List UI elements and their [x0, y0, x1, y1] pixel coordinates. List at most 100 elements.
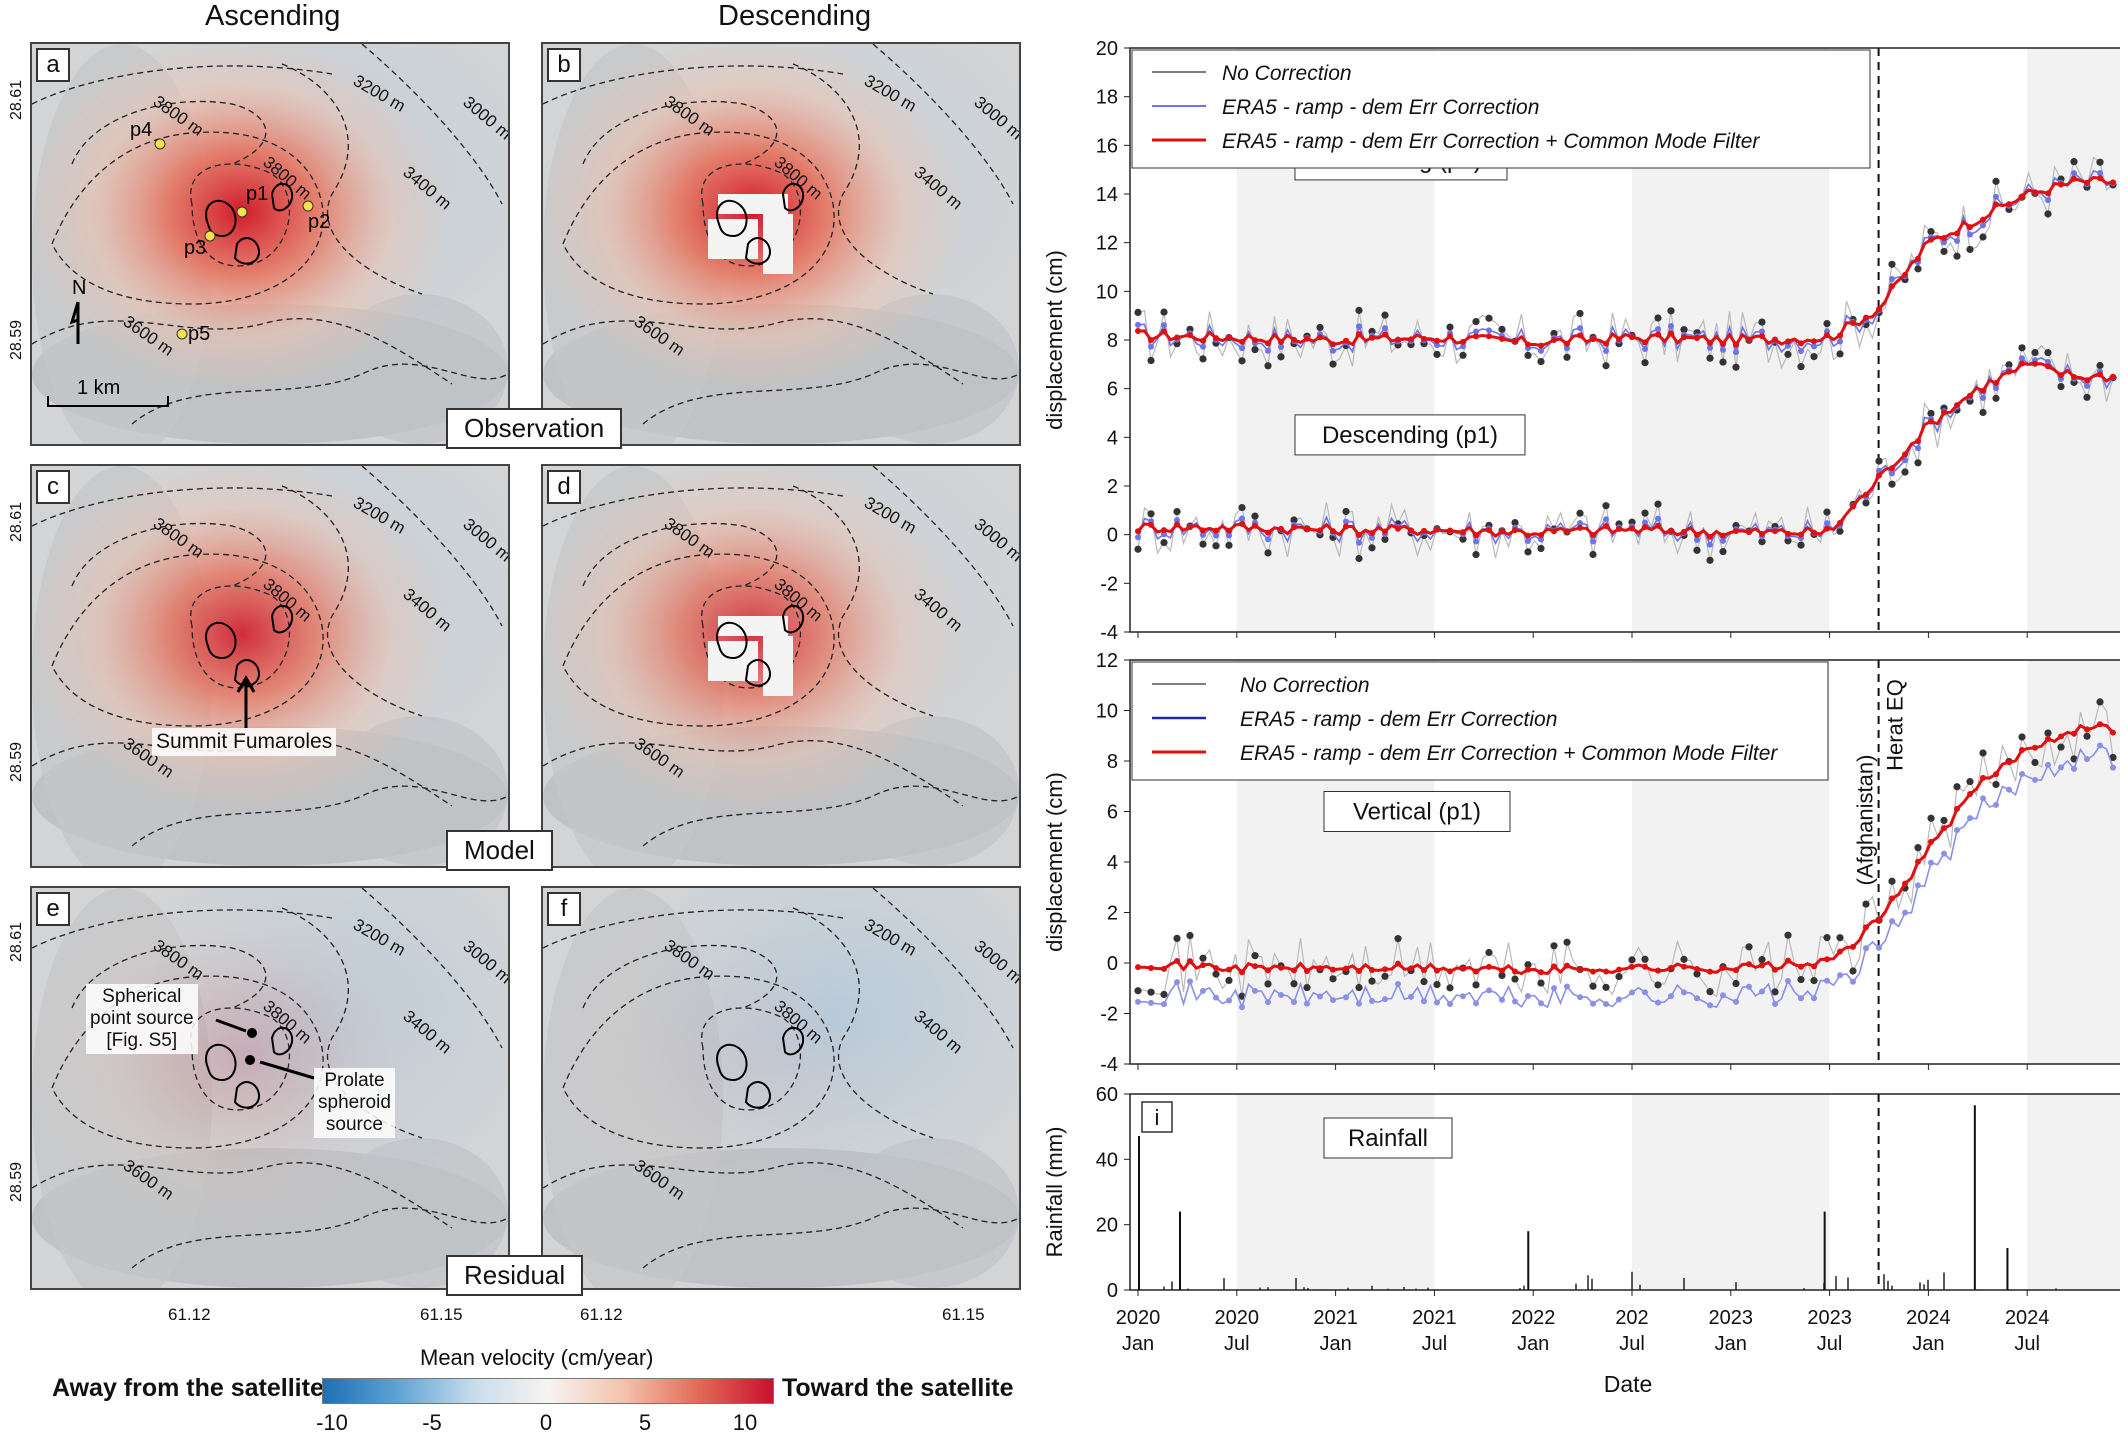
series-era5-point: [1785, 342, 1791, 349]
series-no-correction-point: [1550, 942, 1558, 950]
series-era5-cmf-point: [1187, 958, 1193, 965]
series-no-correction-point: [1940, 816, 1948, 825]
series-no-correction-point: [1979, 408, 1987, 417]
series-no-correction-point: [1498, 325, 1506, 333]
series-no-correction-point: [2083, 393, 2091, 401]
series-era5-cmf-point: [1486, 963, 1492, 970]
series-era5-cmf-point: [1603, 340, 1609, 347]
contour-line: [71, 944, 267, 1009]
series-era5-cmf-point: [1486, 333, 1492, 340]
series-no-correction-point: [1459, 351, 1467, 359]
series-era5-point: [1382, 996, 1388, 1003]
series-era5-point: [1304, 1000, 1310, 1007]
series-era5-cmf-point: [1915, 438, 1921, 445]
series-era5-cmf-point: [1616, 336, 1622, 343]
series-era5-point: [1174, 979, 1180, 986]
series-era5-point: [1330, 997, 1336, 1004]
panel-label-f: f: [547, 892, 581, 926]
series-era5-cmf-point: [1551, 963, 1557, 970]
series-era5-cmf-point: [1694, 531, 1700, 538]
fumarole-outline: [233, 659, 261, 687]
series-no-correction-point: [1251, 345, 1259, 354]
series-era5-cmf-point: [1577, 966, 1583, 973]
series-era5-cmf-point: [1902, 271, 1908, 278]
series-era5-cmf-point: [1564, 340, 1570, 347]
legend-label: No Correction: [1240, 674, 1370, 697]
y-tick-label: 6: [1107, 802, 1118, 824]
series-no-correction-point: [1160, 308, 1168, 316]
series-era5-cmf-point: [1447, 968, 1453, 975]
series-era5-point: [1616, 996, 1622, 1003]
fumarole-outline: [270, 1027, 294, 1056]
series-era5-cmf-point: [1577, 332, 1583, 339]
fumarole-outline: [716, 1043, 748, 1082]
series-era5-cmf-point: [1291, 967, 1297, 974]
lon-label: 61.12: [580, 1305, 623, 1324]
series-no-correction-point: [1628, 956, 1636, 964]
series-era5-cmf-point: [1967, 791, 1973, 798]
contour-line: [562, 975, 835, 1149]
series-era5-cmf-point: [1811, 963, 1817, 970]
series-era5-cmf-point: [1408, 527, 1414, 534]
series-era5-cmf: [1137, 175, 2114, 348]
series-no-correction-point: [2057, 743, 2065, 751]
lat-label: 28.61: [8, 921, 25, 962]
fumarole-outline: [205, 621, 237, 660]
series-era5-point: [1226, 532, 1232, 539]
series-era5-point: [1564, 345, 1570, 352]
series-no-correction-point: [1394, 935, 1402, 943]
series-era5-cmf-point: [1733, 528, 1739, 535]
series-era5-point: [1239, 345, 1245, 352]
series-label: Descending (p1): [1322, 422, 1498, 449]
series-no-correction-point: [1758, 538, 1766, 546]
contour-line: [582, 522, 778, 587]
x-axis-title: Date: [1604, 1371, 1653, 1397]
series-era5-point: [1889, 918, 1895, 925]
series-era5-point: [1187, 978, 1193, 985]
annotation-fumaroles: Summit Fumaroles: [152, 728, 337, 756]
series-no-correction-point: [1511, 975, 1519, 983]
contour-line: [131, 363, 508, 425]
series-era5-point: [1174, 517, 1180, 524]
series-era5-point: [2097, 170, 2103, 177]
series-era5-point: [1707, 344, 1713, 351]
series-era5-cmf-point: [1473, 333, 1479, 340]
series-era5-cmf-point: [1889, 465, 1895, 472]
series-no-correction-point: [1251, 952, 1259, 960]
fumarole-outline: [233, 1081, 261, 1109]
x-tick-label: 2023: [1709, 1307, 1754, 1329]
series-no-correction-point: [1134, 308, 1142, 317]
series-era5-point: [1603, 516, 1609, 523]
series-era5-point: [2084, 382, 2090, 389]
series-no-correction-point: [1199, 540, 1207, 548]
series-era5-cmf-point: [1772, 528, 1778, 535]
series-era5-point: [1239, 515, 1245, 522]
panel-label-i: [1141, 1101, 1173, 1133]
series-no-correction-point: [1225, 976, 1233, 985]
series-era5-point: [1577, 994, 1583, 1001]
series-era5-cmf-point: [1590, 336, 1596, 343]
series-era5-cmf-point: [1824, 525, 1830, 532]
series-era5-cmf-point: [1655, 331, 1661, 338]
series-no-correction-point: [1667, 307, 1675, 315]
series-no-correction-point: [1212, 970, 1220, 978]
series-era5-cmf-point: [1876, 917, 1882, 924]
series-era5-point: [1733, 349, 1739, 356]
series-era5-point: [1460, 993, 1466, 1000]
series-no-correction: [1137, 700, 2114, 998]
point-marker: [236, 206, 248, 218]
series-era5-cmf-point: [1408, 965, 1414, 972]
series-era5-point: [1356, 539, 1362, 546]
series-no-correction-point: [1693, 970, 1701, 978]
series-era5-cmf-point: [1941, 825, 1947, 832]
y-tick-label: -2: [1100, 573, 1118, 595]
series-era5-cmf-point: [1785, 338, 1791, 345]
series-era5-point: [1161, 322, 1167, 329]
series-era5-point: [1200, 343, 1206, 350]
y-tick-label: 2: [1107, 903, 1118, 925]
series-no-correction-point: [1472, 318, 1480, 326]
series-no-correction-point: [1134, 545, 1142, 553]
fumarole-outline: [781, 183, 805, 212]
series-era5-cmf-point: [1798, 963, 1804, 970]
